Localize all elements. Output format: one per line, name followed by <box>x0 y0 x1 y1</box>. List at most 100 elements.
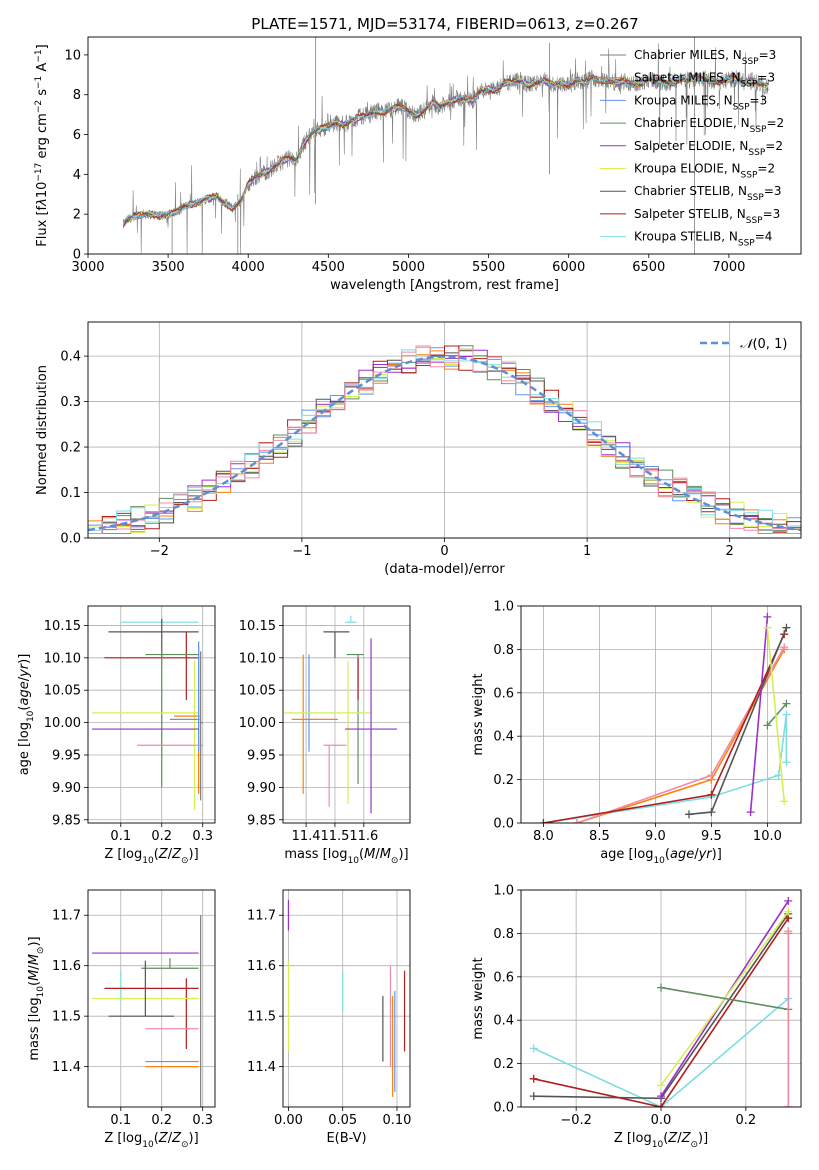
y-tick-label: 0.6 <box>493 686 514 701</box>
x-axis-label: (data-model)/error <box>384 562 505 577</box>
weight-marker <box>782 758 791 767</box>
axes-frame-age_vs_mass: 11.4 11.5 11.6 9.85 9.90 9.95 10.00 10.05 10.10 1… <box>239 605 411 844</box>
y-axis-label: age [log10(age/yr)] <box>17 654 36 776</box>
y-tick-label: 0.2 <box>493 1057 514 1072</box>
plot-area-age_vs_Z <box>92 615 203 811</box>
weight-marker <box>782 699 791 708</box>
weight-marker <box>784 896 793 905</box>
panel-weight_vs_age: 8.0 8.5 9.0 9.5 10.0 0.0 0.2 0.4 0.6 0.8 1.0 age [l… <box>471 600 802 866</box>
x-tick-label: 0.00 <box>274 1113 303 1128</box>
weight-marker <box>529 1044 538 1053</box>
y-tick-label: 11.5 <box>52 1010 81 1025</box>
y-tick-label: 0.4 <box>60 350 81 365</box>
legend-label: Chabrier STELIB, NSSP=3 <box>634 184 782 203</box>
x-axis-label: Z [log10(Z/Z⊙)] <box>614 1131 708 1150</box>
weight-marker <box>780 797 789 806</box>
x-axis-label: wavelength [Angstrom, rest frame] <box>330 278 559 293</box>
y-tick-label: 8 <box>73 88 81 103</box>
axes-frame-weight_vs_Z: −0.2 0.0 0.2 0.0 0.2 0.4 0.6 0.8 1.0 <box>493 884 802 1128</box>
legend-label: Kroupa STELIB, NSSP=4 <box>634 230 772 249</box>
x-tick-label: 0.3 <box>192 1113 213 1128</box>
weight-marker <box>657 983 665 992</box>
x-axis-label: E(B-V) <box>326 1131 366 1146</box>
legend-label: Salpeter ELODIE, NSSP=2 <box>634 139 783 158</box>
weight-marker <box>782 710 791 719</box>
y-tick-label: 0.3 <box>60 395 81 410</box>
x-tick-label: 7000 <box>712 260 745 275</box>
plot-area-weight_vs_Z <box>529 896 793 1107</box>
x-tick-label: 0.05 <box>328 1113 357 1128</box>
x-tick-label: 4000 <box>232 260 265 275</box>
gaussian-curve <box>88 355 801 532</box>
y-tick-label: 10.15 <box>239 619 276 634</box>
x-tick-label: 11.5 <box>320 829 349 844</box>
x-tick-label: 2 <box>726 544 734 559</box>
weight-marker <box>707 790 716 799</box>
panel-age_vs_Z: 0.1 0.2 0.3 9.85 9.90 9.95 10.00 10.05 10.10 10.1… <box>17 605 216 866</box>
plot-area-spectrum <box>122 37 769 254</box>
x-axis-label: Z [log10(Z/Z⊙)] <box>104 1131 198 1150</box>
y-tick-label: 11.7 <box>247 909 276 924</box>
x-tick-label: 5500 <box>472 260 505 275</box>
axes-frame <box>282 889 411 1108</box>
histogram-step <box>88 345 801 534</box>
axes-frame <box>87 889 216 1108</box>
legend-label: Kroupa MILES, NSSP=3 <box>634 93 767 112</box>
y-tick-label: 10.05 <box>239 684 276 699</box>
x-axis-label: Z [log10(Z/Z⊙)] <box>104 847 198 866</box>
weight-marker <box>707 771 716 780</box>
y-tick-label: 10.10 <box>44 651 81 666</box>
weight-marker <box>539 819 548 823</box>
y-tick-label: 9.95 <box>52 748 81 763</box>
x-tick-label: 9.5 <box>701 829 722 844</box>
axes-frame-mass_vs_Z: 0.1 0.2 0.3 11.4 11.5 11.6 11.7 <box>52 889 216 1128</box>
panel-mass_vs_Z: 0.1 0.2 0.3 11.4 11.5 11.6 11.7 Z [log10(Z/Z⊙)]… <box>27 889 216 1150</box>
weight-marker <box>707 808 716 817</box>
y-tick-label: 11.4 <box>247 1060 276 1075</box>
y-axis-label: Normed distribution <box>35 365 50 495</box>
panel-age_vs_mass: 11.4 11.5 11.6 9.85 9.90 9.95 10.00 10.05 10.10 1… <box>239 605 411 866</box>
x-tick-label: 11.4 <box>292 829 321 844</box>
weight-marker <box>763 612 772 621</box>
x-axis-label: age [log10(age/yr)] <box>600 847 722 866</box>
weight-line <box>533 917 789 1107</box>
weight-marker <box>529 1074 538 1083</box>
y-tick-label: 9.90 <box>52 781 81 796</box>
y-tick-label: 0.8 <box>493 927 514 942</box>
x-tick-label: 0 <box>440 544 448 559</box>
legend-label: 𝒩(0, 1) <box>740 337 787 352</box>
x-tick-label: −0.2 <box>560 1113 592 1128</box>
histogram-step <box>88 346 801 534</box>
y-tick-label: 10.10 <box>239 651 276 666</box>
legend-label: Salpeter STELIB, NSSP=3 <box>634 207 780 226</box>
y-tick-label: 11.4 <box>52 1060 81 1075</box>
x-tick-label: 6500 <box>632 260 665 275</box>
weight-marker <box>763 623 772 632</box>
histogram-step <box>88 349 801 534</box>
weight-marker <box>657 1103 665 1107</box>
y-tick-label: 10.00 <box>239 716 276 731</box>
y-axis-label: Flux [fλ10−17 erg cm−2 s−1 A−1] <box>34 44 50 246</box>
y-tick-label: 0.0 <box>493 1101 514 1116</box>
x-tick-label: 0.2 <box>151 1113 172 1128</box>
y-tick-label: 4 <box>73 168 81 183</box>
y-tick-label: 0.4 <box>493 730 514 745</box>
axes-frame <box>87 605 216 824</box>
weight-marker <box>780 643 789 652</box>
axes-frame-mass_vs_ebv: 0.00 0.05 0.10 11.4 11.5 11.6 11.7 <box>247 889 411 1128</box>
x-tick-label: 1 <box>583 544 591 559</box>
weight-marker <box>657 1081 665 1090</box>
y-tick-label: 0.2 <box>493 773 514 788</box>
weight-line <box>766 627 785 802</box>
y-axis-label: mass [log10(M/M⊙)] <box>27 936 46 1060</box>
weight-marker <box>746 808 755 817</box>
weight-marker <box>763 721 772 730</box>
y-tick-label: 0.1 <box>60 486 81 501</box>
y-tick-label: 1.0 <box>493 884 514 899</box>
x-tick-label: 3500 <box>152 260 185 275</box>
plot-area-residuals <box>88 345 801 534</box>
x-tick-label: 0.2 <box>151 829 172 844</box>
axes-frame-weight_vs_age: 8.0 8.5 9.0 9.5 10.0 0.0 0.2 0.4 0.6 0.8 1.0 <box>493 600 802 844</box>
weight-line <box>533 997 789 1107</box>
x-tick-label: 9.0 <box>645 829 666 844</box>
